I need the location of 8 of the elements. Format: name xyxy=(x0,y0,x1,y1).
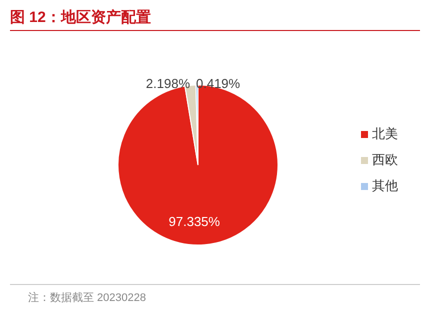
legend-label: 西欧 xyxy=(372,152,398,167)
legend-label: 其他 xyxy=(372,178,398,193)
data-label: 97.335% xyxy=(168,214,220,229)
text: 注：数据截至 20230228 xyxy=(28,290,146,305)
data-label: 0.419% xyxy=(196,76,241,91)
data-label: 2.198% xyxy=(146,76,190,91)
legend-label: 北美 xyxy=(372,126,398,141)
chart-title: 图 12：地区资产配置 xyxy=(10,8,151,27)
